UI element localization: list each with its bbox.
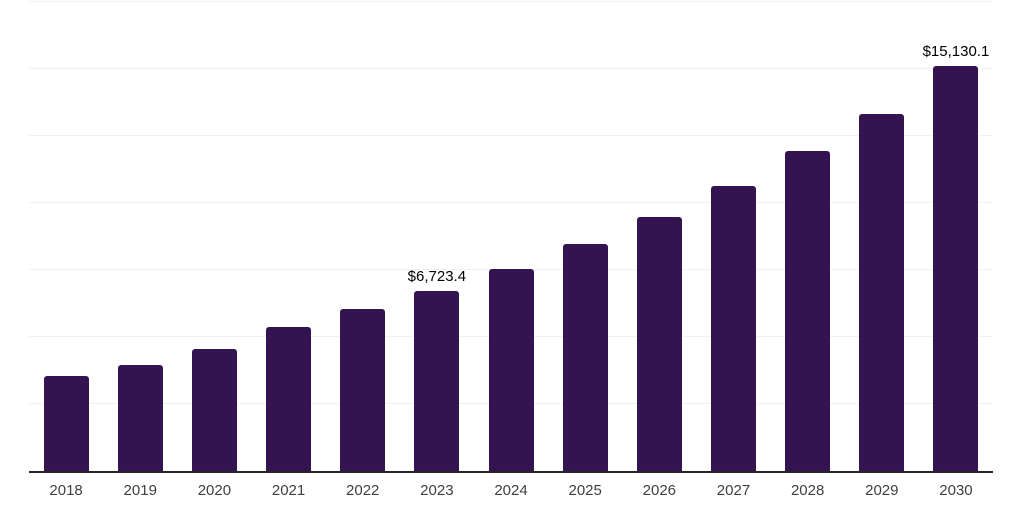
bar-slot-2018: [29, 2, 103, 471]
bar-2022: [340, 309, 386, 471]
bar-2021: [266, 327, 312, 471]
bar-slot-2030: $15,130.1: [919, 2, 993, 471]
bar-2019: [117, 364, 163, 471]
bar-2030: [933, 65, 979, 471]
bar-2026: [636, 216, 682, 471]
x-tick-label-2027: 2027: [716, 482, 751, 499]
x-tick-label-2020: 2020: [197, 482, 232, 499]
bar-slot-2029: [845, 2, 919, 471]
bar-slot-2027: [696, 2, 770, 471]
bar-2018: [43, 376, 89, 471]
x-tick-label-2029: 2029: [865, 482, 899, 499]
bar-slot-2020: [177, 2, 251, 471]
bar-slot-2022: [326, 2, 400, 471]
x-tick-label-2023: 2023: [420, 482, 454, 499]
bar-slot-2026: [622, 2, 696, 471]
x-tick-label-2026: 2026: [642, 482, 677, 499]
bar-2020: [191, 349, 237, 471]
x-tick-label-2028: 2028: [790, 482, 825, 499]
bar-slot-2023: $6,723.4: [400, 2, 474, 471]
x-tick-label-2021: 2021: [271, 482, 306, 499]
bar-slot-2025: [548, 2, 622, 471]
x-tick-label-2024: 2024: [494, 482, 528, 499]
bar-2028: [785, 150, 831, 471]
x-tick-label-2030: 2030: [939, 482, 973, 499]
plot-area: $6,723.4 $15,130.1: [29, 1, 993, 473]
x-tick-label-2022: 2022: [346, 482, 380, 499]
bar-slot-2021: [251, 2, 325, 471]
bar-2027: [710, 186, 756, 471]
x-tick-label-2018: 2018: [49, 482, 83, 499]
bar-slot-2028: [771, 2, 845, 471]
bar-2029: [859, 114, 905, 471]
bar-2023: [414, 290, 460, 471]
bar-2025: [562, 243, 608, 471]
gridline: [29, 135, 993, 136]
bar-value-label-2030: $15,130.1: [922, 42, 990, 60]
x-tick-label-2025: 2025: [568, 482, 602, 499]
bar-series: $6,723.4 $15,130.1: [29, 2, 993, 471]
bar-slot-2024: [474, 2, 548, 471]
x-tick-label-2019: 2019: [123, 482, 157, 499]
x-axis-labels: 2018 2019 2020 2021 2022 2023 2024 2025 2026 2027…: [29, 482, 993, 499]
bar-slot-2019: [103, 2, 177, 471]
gridline: [29, 1, 993, 2]
gridline: [29, 202, 993, 203]
gridline: [29, 68, 993, 69]
bar-2024: [488, 269, 534, 471]
bar-value-label-2023: $6,723.4: [407, 267, 467, 285]
